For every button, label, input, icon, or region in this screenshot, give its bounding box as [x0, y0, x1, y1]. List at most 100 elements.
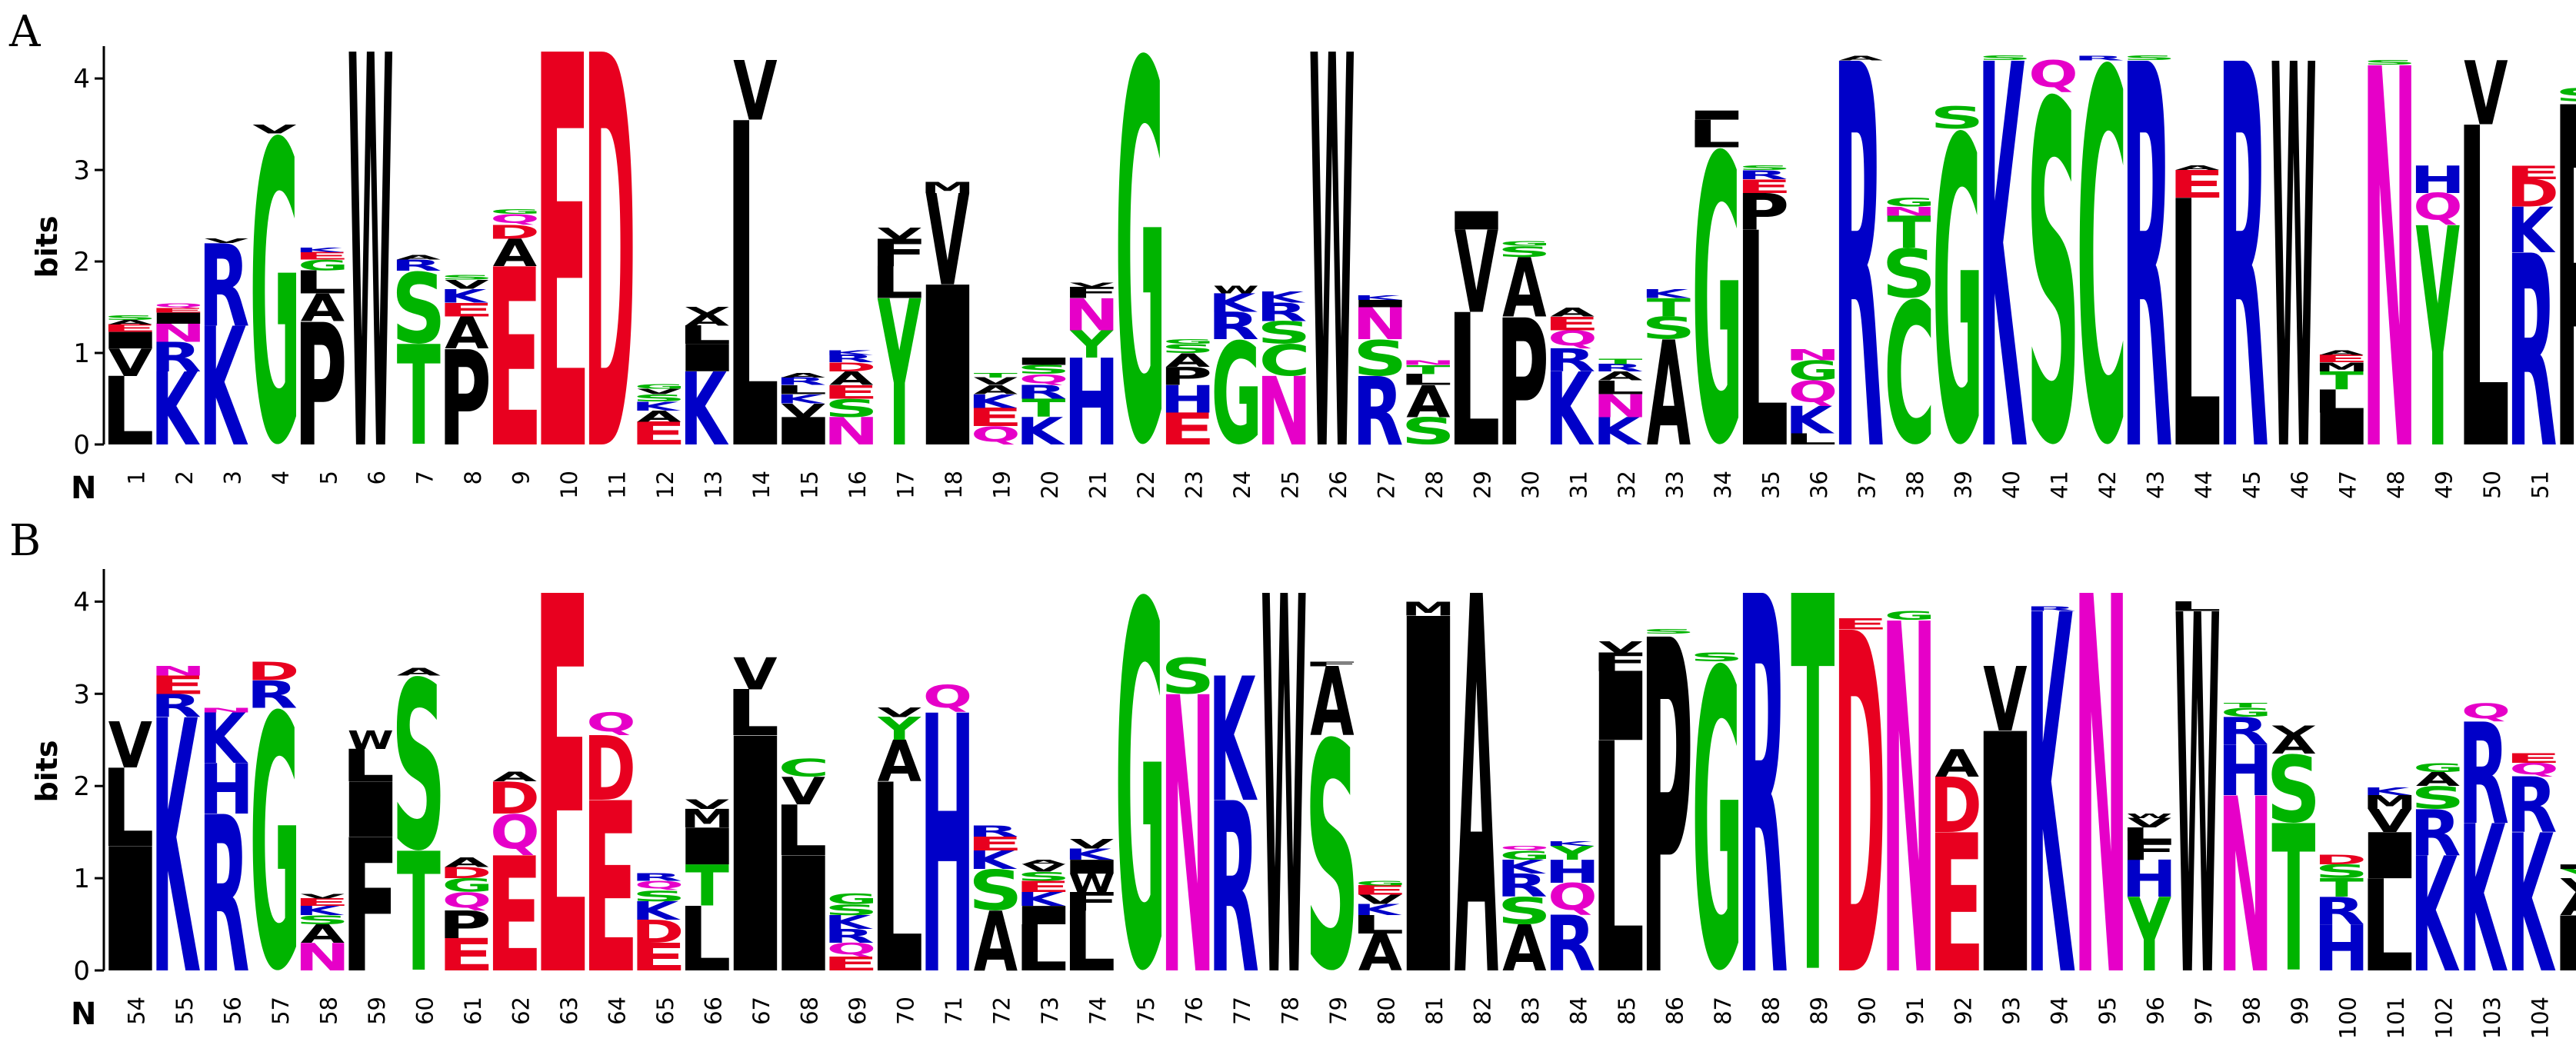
position-label: 54 — [123, 997, 149, 1025]
logo-letter-s: S — [632, 887, 686, 904]
logo-letter-q: Q — [586, 707, 635, 737]
logo-letter-a: A — [1935, 742, 1980, 786]
position-label: 101 — [2383, 997, 2409, 1039]
logo-letter-h: H — [2410, 158, 2465, 202]
logo-letter-k: K — [2507, 795, 2556, 1016]
logo-letter-v: V — [1983, 648, 2027, 751]
logo-column: W — [2271, 0, 2317, 569]
logo-letter-g: G — [827, 890, 878, 907]
position-label: 48 — [2383, 471, 2409, 499]
logo-letter-e: E — [1543, 312, 1601, 334]
position-label: 85 — [1614, 997, 1640, 1025]
logo-letter-q: Q — [1500, 845, 1549, 851]
logo-letter-v: V — [1070, 281, 1115, 288]
logo-letter-w: W — [348, 725, 394, 755]
logo-letter-a: A — [1598, 369, 1643, 384]
logo-letter-k: K — [1545, 840, 1595, 847]
position-label: 32 — [1614, 471, 1640, 499]
position-label: 28 — [1421, 471, 1448, 499]
logo-letter-g: G — [2413, 760, 2464, 774]
position-label: 73 — [1037, 997, 1063, 1025]
position-label: 92 — [1950, 997, 1976, 1025]
logo-letter-v: V — [205, 238, 249, 245]
logo-column: YQH — [2410, 158, 2465, 516]
position-label: 34 — [1710, 471, 1736, 499]
logo-letter-h: H — [198, 749, 254, 830]
logo-letter-i: I — [761, 824, 847, 1008]
position-label: 14 — [748, 471, 775, 499]
logo-column: R — [2218, 0, 2268, 570]
logo-letter-l: L — [1447, 277, 1501, 488]
logo-letter-l: L — [1591, 677, 1645, 1045]
logo-letter-a: A — [108, 319, 153, 326]
logo-column: EDA — [1928, 742, 1985, 1015]
position-label: 72 — [988, 997, 1015, 1025]
logo-letter-a: A — [1358, 924, 1402, 983]
logo-letter-t: T — [397, 317, 441, 476]
logo-letter-s: S — [1497, 243, 1551, 260]
logo-letter-a: A — [397, 254, 442, 261]
position-label: 59 — [364, 997, 390, 1025]
logo-column: ILV — [88, 710, 174, 1011]
logo-letter-m: M — [680, 804, 734, 833]
logo-letter-d: D — [824, 360, 877, 374]
logo-column: HQ — [919, 644, 975, 1055]
logo-letter-e: E — [1735, 175, 1793, 198]
logo-letter-y: Y — [1550, 843, 1595, 865]
logo-letter-n: N — [2361, 0, 2417, 567]
logo-letter-l: L — [774, 790, 828, 871]
logo-letter-v: V — [878, 225, 921, 242]
logo-letter-a: A — [1502, 912, 1547, 986]
logo-letter-k: K — [1208, 642, 1258, 840]
logo-letter-i: I — [88, 813, 174, 1011]
position-label: 75 — [1133, 997, 1159, 1025]
position-label: 37 — [1854, 471, 1880, 499]
logo-panel-a: A01234bitsNCLVIEAS1KRNIEQ2KRV3GV4PALGEK5… — [8, 0, 2576, 572]
logo-letter-i: I — [1578, 652, 1664, 762]
logo-letter-s: S — [1353, 331, 1408, 387]
logo-letter-g: G — [1885, 608, 1935, 622]
position-label: 33 — [1661, 471, 1688, 499]
logo-letter-s: S — [1161, 648, 1215, 704]
logo-column: W — [1261, 491, 1307, 1055]
logo-letter-k: K — [199, 294, 248, 483]
logo-letter-l: L — [341, 740, 395, 792]
logo-letter-g: G — [1500, 848, 1551, 862]
logo-letter-c: C — [778, 754, 830, 783]
logo-letter-a: A — [301, 286, 345, 330]
logo-letter-h: H — [1545, 854, 1600, 890]
logo-letter-a: A — [781, 372, 826, 379]
y-tick-label: 3 — [73, 155, 90, 186]
logo-column: KS — [1978, 0, 2032, 569]
logo-letter-f: F — [341, 800, 399, 1014]
logo-letter-n: N — [1400, 359, 1455, 366]
position-label: 105 — [2575, 997, 2576, 1039]
logo-letter-s: S — [2362, 59, 2417, 66]
logo-letter-l: L — [1591, 377, 1645, 399]
logo-letter-v: V — [685, 797, 730, 812]
logo-letter-n: N — [1592, 388, 1648, 424]
logo-letter-k: K — [1545, 352, 1595, 468]
position-label: 82 — [1469, 997, 1495, 1025]
position-label: 89 — [1806, 997, 1832, 1025]
logo-letter-d: D — [487, 221, 540, 243]
logo-letter-q: Q — [827, 940, 876, 958]
logo-letter-v: V — [2128, 816, 2172, 830]
logo-letter-a: A — [1166, 349, 1211, 371]
y-tick-label: 1 — [73, 864, 90, 894]
position-label: 16 — [845, 471, 871, 499]
logo-letter-r: R — [968, 823, 1019, 840]
logo-letter-p: P — [1736, 184, 1789, 241]
position-label: 46 — [2287, 471, 2313, 499]
